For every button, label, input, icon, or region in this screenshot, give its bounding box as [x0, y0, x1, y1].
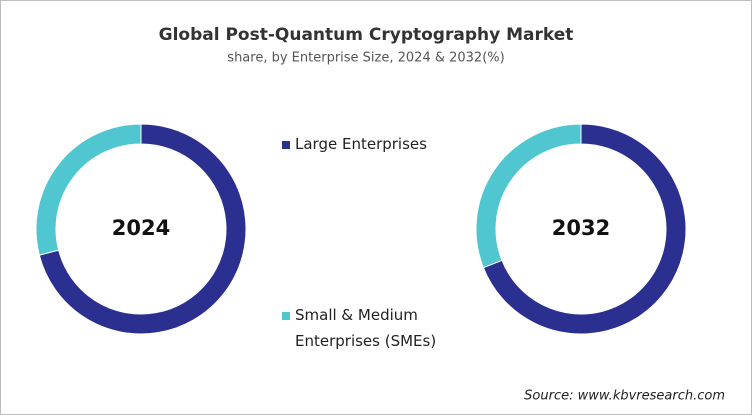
legend-label: Large Enterprises: [295, 135, 427, 153]
donut-segment: [38, 123, 247, 335]
legend-swatch: [282, 312, 290, 320]
donut-segment: [35, 123, 142, 256]
legend-swatch: [282, 141, 290, 149]
center-label: 2024: [112, 216, 170, 240]
legend-label: Small & Medium Enterprises (SMEs): [295, 306, 437, 350]
source: Source: www.kbvresearch.com: [524, 389, 725, 404]
chart-title: Global Post-Quantum Cryptography Market: [159, 25, 574, 45]
chart-subtitle: share, by Enterprise Size, 2024 & 2032(%…: [227, 51, 504, 66]
donut-segment: [475, 123, 582, 269]
center-label: 2032: [552, 216, 610, 240]
donut-segment: [482, 123, 687, 335]
